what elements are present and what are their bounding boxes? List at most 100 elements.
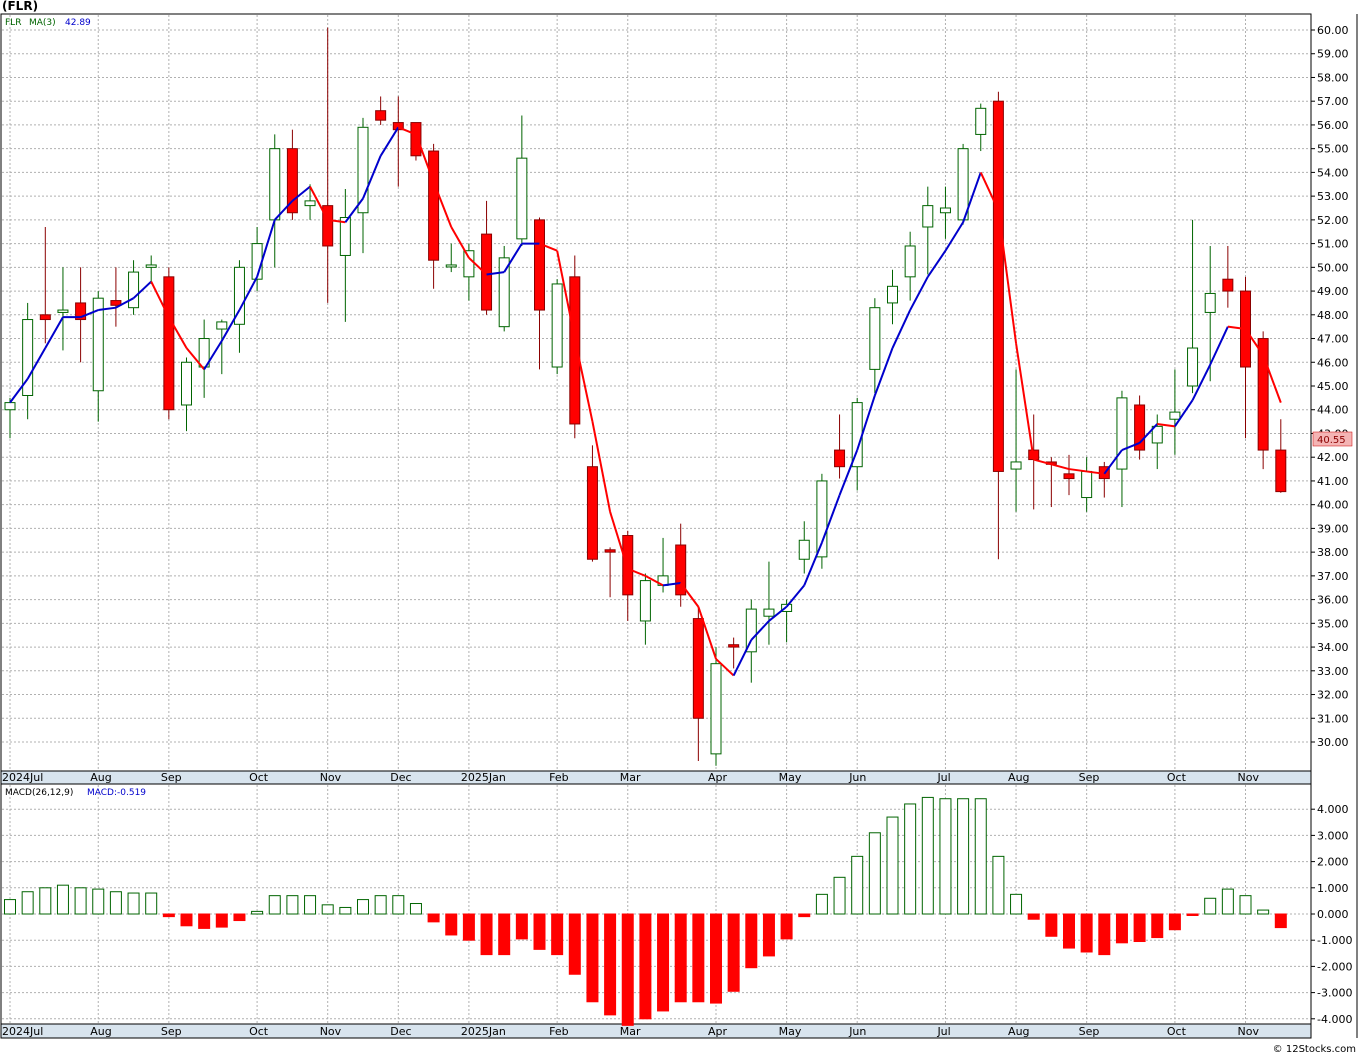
macd-x-label: Jun [848, 1025, 866, 1038]
candle-body [110, 300, 122, 306]
ma-segment [732, 639, 753, 676]
candle-body [939, 207, 951, 214]
macd-ytick-label: -1.000 [1317, 934, 1352, 947]
candle-body [181, 361, 192, 406]
ma-segment [397, 126, 417, 136]
price-panel-frame [0, 13, 1312, 772]
ma-segment [379, 126, 400, 157]
ma-segment [891, 309, 912, 349]
candle-body [639, 580, 651, 622]
price-ytick-label: 30.00 [1317, 736, 1349, 749]
ma-segment [1227, 325, 1246, 331]
macd-x-label: Sep [161, 1025, 182, 1038]
macd-bar [339, 906, 352, 915]
ma-segment [873, 347, 894, 396]
macd-bar [304, 895, 317, 915]
macd-x-label: 2024Jul [2, 1025, 43, 1038]
ma-segment [820, 494, 841, 543]
ma-segment [838, 449, 859, 496]
macd-bar [251, 910, 264, 915]
macd-bar [692, 913, 705, 1003]
macd-bar [427, 913, 440, 923]
price-ytick-label: 41.00 [1317, 475, 1349, 488]
candle-body [498, 257, 510, 328]
candle-body [375, 110, 387, 121]
candle-body [745, 608, 757, 653]
macd-x-label: Aug [1008, 1025, 1029, 1038]
price-x-label: 2024Jul [2, 771, 43, 784]
ma-segment [486, 271, 505, 276]
macd-x-label: May [779, 1025, 802, 1038]
macd-bar [1080, 913, 1093, 953]
price-ytick-label: 59.00 [1317, 48, 1349, 61]
macd-bar [1115, 913, 1128, 944]
chart-title: (FLR) [2, 0, 39, 13]
price-ytick-label: 38.00 [1317, 546, 1349, 559]
price-ytick-label: 45.00 [1317, 380, 1349, 393]
macd-bar [1098, 913, 1111, 956]
macd-bar [92, 888, 105, 915]
candle-body [128, 271, 140, 309]
candle-body [39, 314, 51, 321]
macd-bar [657, 913, 670, 1012]
ma-segment [167, 316, 188, 349]
ma-segment [1209, 326, 1229, 366]
candle-body [604, 549, 616, 553]
macd-x-label: Oct [249, 1025, 269, 1038]
macd-ytick-label: -2.000 [1317, 960, 1352, 973]
price-ytick-label: 55.00 [1317, 143, 1349, 156]
candle-body [1187, 347, 1199, 387]
candle-body [1275, 449, 1287, 493]
macd-ytick-label: 4.000 [1317, 803, 1349, 816]
macd-bar [286, 895, 299, 915]
price-ytick-label: 51.00 [1317, 238, 1349, 251]
ma-segment [944, 221, 964, 252]
price-ytick-label: 42.00 [1317, 451, 1349, 464]
macd-bar [762, 913, 775, 957]
macd-bar [745, 913, 758, 969]
macd-x-label: Feb [549, 1025, 568, 1038]
ma-segment [256, 219, 276, 278]
macd-bar [710, 913, 722, 1004]
macd-bar [321, 904, 334, 915]
macd-bar [56, 884, 69, 915]
price-ytick-label: 33.00 [1317, 665, 1349, 678]
candle-body [516, 157, 528, 240]
candle-body [957, 148, 969, 221]
macd-histogram [4, 796, 1287, 1026]
price-ytick-label: 31.00 [1317, 712, 1349, 725]
ma-segment [1086, 470, 1105, 475]
price-x-axis: 2024Jul Aug Sep Oct Nov Dec 2025Jan Feb Mar Apr Ma… [2, 771, 1259, 784]
ma-segment [1068, 468, 1087, 473]
candle-body [481, 233, 493, 311]
macd-bar [780, 913, 793, 940]
macd-bar [1186, 913, 1199, 916]
ma-segment [327, 218, 346, 224]
price-ytick-label: 54.00 [1317, 166, 1349, 179]
macd-bar [1239, 895, 1252, 915]
price-ytick-label: 32.00 [1317, 689, 1349, 702]
candle-body [304, 200, 316, 207]
macd-bar [180, 913, 193, 927]
price-x-label: Mar [620, 771, 641, 784]
macd-x-label: Dec [390, 1025, 411, 1038]
ma-segment [1103, 449, 1123, 475]
macd-bar [215, 913, 228, 928]
ma-segment [1262, 354, 1282, 403]
macd-bar [621, 913, 634, 1026]
candle-body [1010, 461, 1022, 470]
candle-body [569, 276, 581, 425]
candle-body [286, 148, 298, 214]
ma-segment [662, 581, 681, 587]
ma-segment [627, 567, 646, 577]
candle-body [75, 302, 87, 321]
macd-bar [921, 796, 934, 915]
ma-segment [539, 242, 558, 252]
ma-segment [80, 309, 99, 319]
price-x-label: Oct [1167, 771, 1187, 784]
macd-bar [462, 913, 475, 941]
candle-body [834, 449, 846, 468]
price-ytick-label: 52.00 [1317, 214, 1349, 227]
macd-ytick-label: 3.000 [1317, 829, 1349, 842]
